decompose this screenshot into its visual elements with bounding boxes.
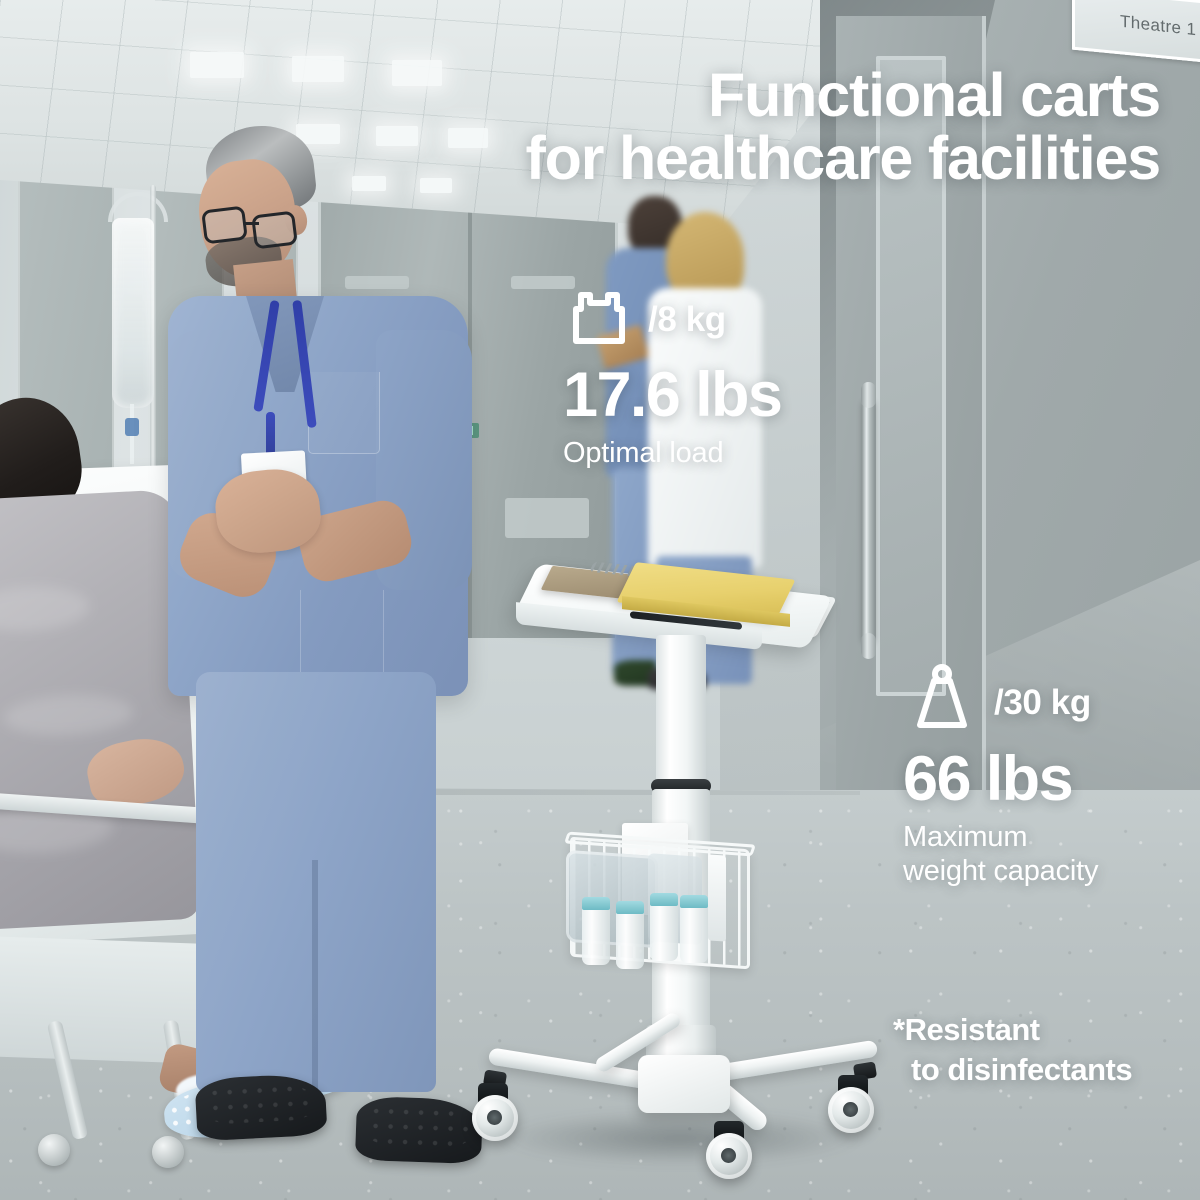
ceiling-light-5 <box>376 126 418 146</box>
nurse-pants-inseam <box>312 860 318 1092</box>
stat-optimal-load-lbs: 17.6 lbs <box>563 360 783 430</box>
nurse-eyeglasses-left <box>201 205 248 245</box>
basket-bottle-2 <box>616 907 644 969</box>
door-push-plate-right <box>511 276 575 289</box>
basket-metal-tray <box>566 849 658 949</box>
ceiling-light-1 <box>190 52 244 78</box>
disinfectant-note: *Resistant to disinfectants <box>893 1010 1133 1089</box>
nurse-eyeglasses-right <box>251 210 298 250</box>
cart-upper-column <box>656 635 706 785</box>
hospital-bed-frame <box>0 935 223 1065</box>
medical-cart <box>470 555 890 1179</box>
basket-bottle-cap-2 <box>616 901 644 914</box>
stat-optimal-load-row: /8 kg <box>563 281 781 358</box>
basket-bottle-1 <box>582 903 610 965</box>
nurse-lanyard-strap-bottom <box>266 412 275 460</box>
robe-fold-2 <box>2 691 135 739</box>
basket-bottle-cap-3 <box>650 893 678 906</box>
stat-max-capacity-label: Maximum weight capacity <box>903 820 1098 888</box>
door-push-plate-left <box>345 276 409 289</box>
headline-line-1: Functional carts <box>708 61 1161 129</box>
nurse-clog-left <box>194 1072 328 1142</box>
stat-optimal-load-kg: /8 kg <box>648 299 726 339</box>
ceiling-light-3 <box>392 60 442 86</box>
basket-bottle-4 <box>680 901 708 963</box>
caster-hub-right <box>843 1102 858 1117</box>
basket-bottle-cap-1 <box>582 897 610 910</box>
bg-staff-2-labcoat <box>648 288 762 568</box>
ceiling-light-6 <box>448 128 488 148</box>
ceiling-light-2 <box>292 56 344 82</box>
theatre-sign-label: Theatre 1 <box>1120 11 1197 40</box>
stat-max-capacity: /30 kg 66 lbs Maximum weight capacity <box>903 663 1098 888</box>
door-kick-plate-right <box>505 498 589 538</box>
bed-caster-1 <box>38 1134 70 1166</box>
stat-optimal-load: /8 kg 17.6 lbs Optimal load <box>563 281 783 470</box>
headline-line-2: for healthcare facilities <box>525 124 1162 193</box>
door-pull-handle <box>861 382 876 659</box>
weight-block-icon <box>563 281 635 358</box>
nurse-eyeglasses-bridge <box>245 222 259 226</box>
weight-kettlebell-icon <box>903 663 981 742</box>
robe-fold-1 <box>0 583 91 634</box>
headline: Functional carts for healthcare faciliti… <box>525 61 1162 193</box>
stat-max-capacity-kg: /30 kg <box>994 682 1091 722</box>
basket-bottle-cap-4 <box>680 895 708 908</box>
stat-max-capacity-lbs: 66 lbs <box>903 744 1074 814</box>
stat-max-capacity-label-line-1: Maximum <box>903 821 1028 853</box>
iv-valve <box>125 418 139 436</box>
ceiling-light-8 <box>420 178 452 193</box>
basket-bottle-3 <box>650 899 678 961</box>
stat-max-capacity-label-line-2: weight capacity <box>903 855 1099 888</box>
caster-hub-front <box>721 1148 736 1163</box>
bed-caster-2 <box>152 1136 184 1168</box>
ceiling-light-4 <box>296 124 340 144</box>
nurse-hip-pocket <box>300 590 384 682</box>
iv-drip-bag <box>112 218 154 408</box>
nurse-chest-pocket <box>308 372 380 454</box>
stat-optimal-load-label: Optimal load <box>563 437 724 469</box>
cart-floor-shadow <box>500 1111 860 1165</box>
right-door-window-panel <box>876 56 946 696</box>
disinfectant-note-line-1: *Resistant <box>893 1012 1040 1047</box>
stat-max-capacity-row: /30 kg <box>903 663 1098 742</box>
caster-hub-left <box>487 1110 502 1125</box>
cart-base-hub <box>638 1055 730 1113</box>
disinfectant-note-line-2: to disinfectants <box>911 1051 1133 1087</box>
basket-side-divider <box>708 854 726 942</box>
ceiling-light-7 <box>352 176 386 191</box>
